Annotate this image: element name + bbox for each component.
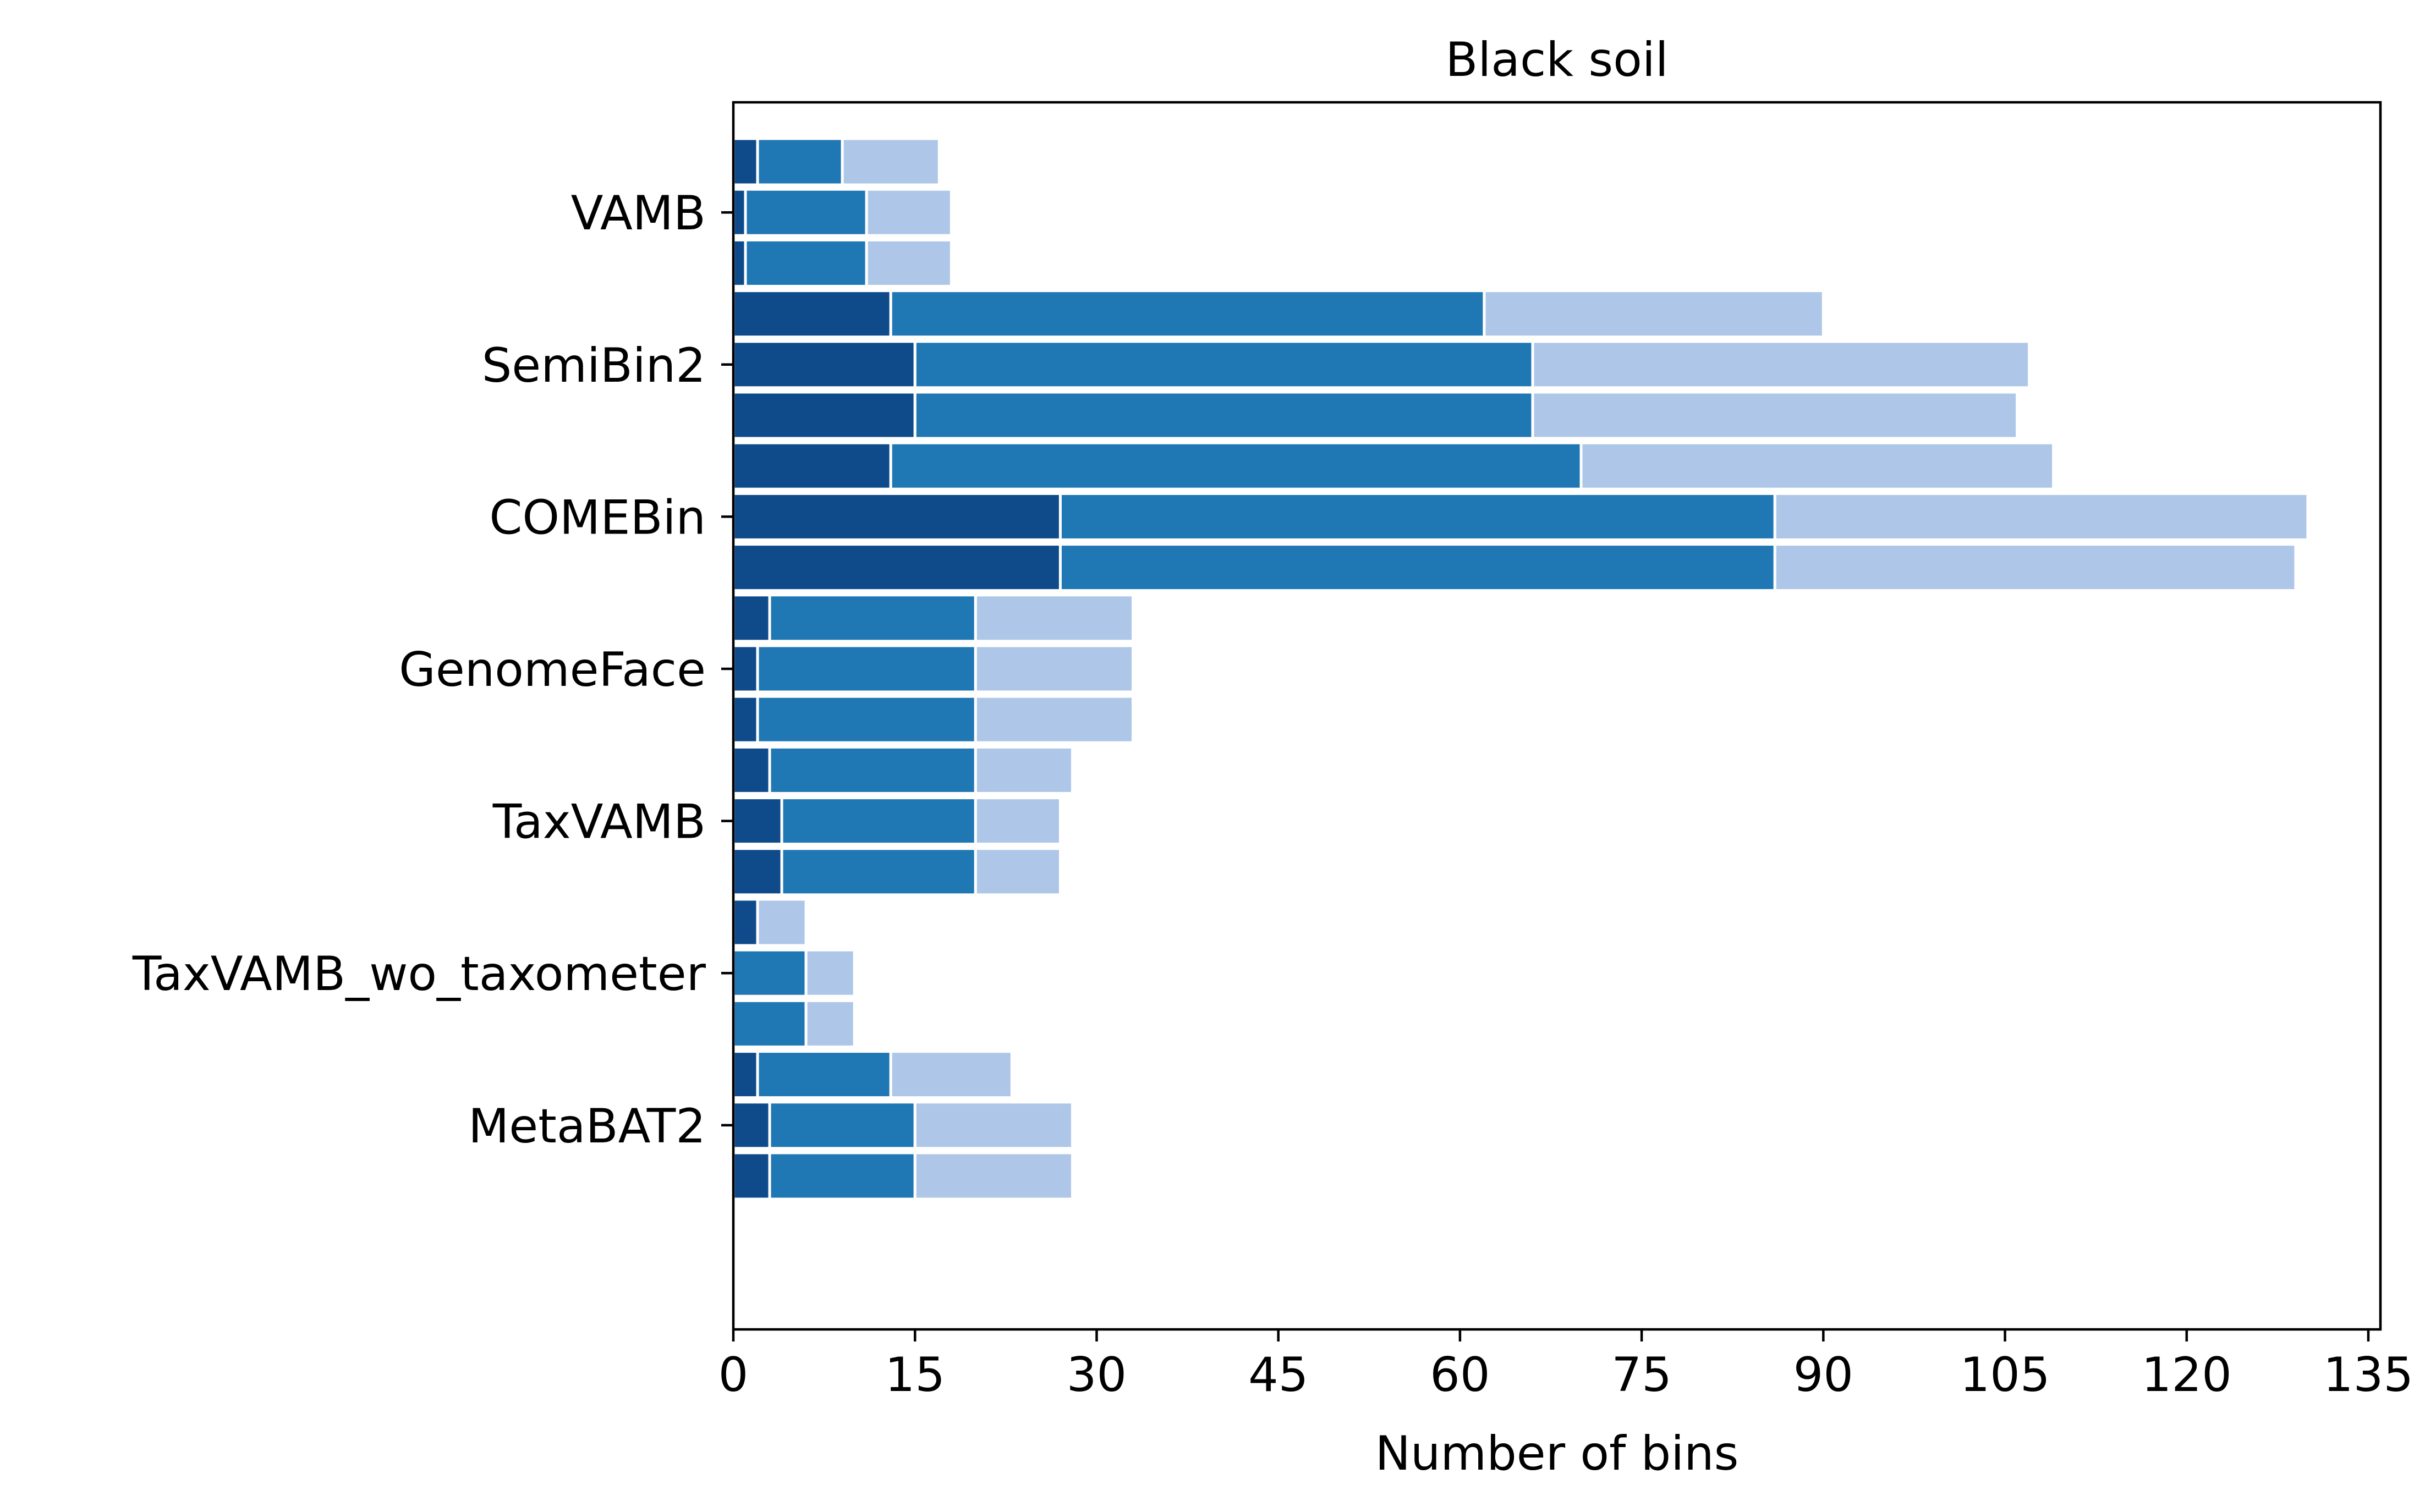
- bar-segment-genomeface-3-3: [974, 695, 1134, 744]
- bar-segment-vamb-2-3: [865, 188, 953, 237]
- x-tick-label: 30: [1067, 1348, 1127, 1403]
- bar-segment-comebin-2-2: [1058, 492, 1776, 541]
- bar-segment-vamb-1-1: [732, 137, 759, 186]
- bar-segment-semibin2-1-1: [732, 289, 892, 339]
- bar-segment-taxvamb-3-3: [974, 847, 1062, 897]
- bar-segment-comebin-3-1: [732, 543, 1062, 592]
- bar-segment-vamb-2-1: [732, 188, 747, 237]
- bar-segment-comebin-3-2: [1058, 543, 1776, 592]
- x-tick-label: 0: [718, 1348, 749, 1403]
- bar-segment-semibin2-2-2: [913, 340, 1534, 389]
- category-label: MetaBAT2: [468, 1099, 706, 1154]
- bar-segment-semibin2-2-1: [732, 340, 917, 389]
- bar-segment-taxvamb-3-1: [732, 847, 783, 897]
- x-tick-label: 75: [1611, 1348, 1671, 1403]
- bar-segment-metabat2-2-2: [768, 1101, 917, 1150]
- category-label: TaxVAMB_wo_taxometer: [132, 947, 706, 1002]
- bar-segment-genomeface-3-1: [732, 695, 759, 744]
- bar-segment-metabat2-3-2: [768, 1151, 917, 1201]
- plot-frame: [732, 101, 2382, 1331]
- bar-segment-vamb-1-2: [756, 137, 844, 186]
- x-axis-ticks: 0 15 30 45 60 75 90 105 120 135: [718, 1329, 2413, 1403]
- x-tick-label: 105: [1960, 1348, 2050, 1403]
- bar-segment-metabat2-1-1: [732, 1050, 759, 1099]
- bar-segment-taxvamb-1-2: [768, 745, 977, 795]
- bar-segment-taxvamb-2-1: [732, 796, 783, 846]
- bar-segment-taxvamb_wo_taxometer-2-3: [804, 948, 856, 998]
- bar-segment-taxvamb_wo_taxometer-1-1: [732, 898, 759, 947]
- x-tick-label: 135: [2323, 1348, 2413, 1403]
- bar-segment-genomeface-1-2: [768, 593, 977, 643]
- chart-title: Black soil: [1445, 32, 1668, 87]
- bar-segment-semibin2-3-1: [732, 391, 917, 440]
- bar-segment-vamb-3-2: [744, 238, 868, 288]
- bar-segment-genomeface-2-2: [756, 644, 977, 694]
- bar-segment-vamb-1-3: [841, 137, 941, 186]
- x-tick-label: 120: [2142, 1348, 2232, 1403]
- bar-segment-genomeface-2-1: [732, 644, 759, 694]
- bar-segment-vamb-3-3: [865, 238, 953, 288]
- category-label: GenomeFace: [399, 642, 706, 697]
- bar-segment-comebin-2-1: [732, 492, 1062, 541]
- bar-segment-taxvamb_wo_taxometer-2-2: [732, 948, 808, 998]
- bar-segment-taxvamb_wo_taxometer-1-3: [756, 898, 808, 947]
- bar-segment-comebin-1-3: [1579, 441, 2055, 491]
- bar-segment-comebin-1-1: [732, 441, 892, 491]
- bar-segment-genomeface-3-2: [756, 695, 977, 744]
- bar-segment-semibin2-1-3: [1483, 289, 1825, 339]
- bar-segment-vamb-2-2: [744, 188, 868, 237]
- bar-segment-metabat2-3-1: [732, 1151, 771, 1201]
- category-label: COMEBin: [489, 490, 706, 545]
- bar-segment-comebin-3-3: [1773, 543, 2297, 592]
- category-label: VAMB: [571, 186, 706, 241]
- y-axis-categories: VAMB SemiBin2 COMEBin GenomeFace TaxVAMB TaxV…: [132, 186, 733, 1154]
- x-tick-label: 90: [1793, 1348, 1853, 1403]
- bar-segment-vamb-3-1: [732, 238, 747, 288]
- bar-segment-semibin2-3-2: [913, 391, 1534, 440]
- bars-layer: [732, 137, 2309, 1201]
- bar-segment-comebin-1-2: [889, 441, 1583, 491]
- bar-segment-taxvamb-2-2: [780, 796, 977, 846]
- bar-segment-comebin-2-3: [1773, 492, 2309, 541]
- bar-segment-taxvamb_wo_taxometer-3-2: [732, 999, 808, 1048]
- bar-segment-taxvamb-2-3: [974, 796, 1062, 846]
- bar-segment-metabat2-2-1: [732, 1101, 771, 1150]
- bar-segment-genomeface-1-1: [732, 593, 771, 643]
- bar-segment-genomeface-1-3: [974, 593, 1134, 643]
- bar-segment-metabat2-1-2: [756, 1050, 892, 1099]
- bar-segment-metabat2-2-3: [913, 1101, 1074, 1150]
- x-axis-label: Number of bins: [1375, 1426, 1739, 1481]
- bar-segment-genomeface-2-3: [974, 644, 1134, 694]
- bar-segment-taxvamb-3-2: [780, 847, 977, 897]
- bar-segment-metabat2-3-3: [913, 1151, 1074, 1201]
- category-label: SemiBin2: [482, 338, 706, 393]
- bar-segment-semibin2-1-2: [889, 289, 1486, 339]
- bar-segment-semibin2-2-3: [1531, 340, 2031, 389]
- bar-segment-semibin2-3-3: [1531, 391, 2019, 440]
- bar-segment-taxvamb-1-3: [974, 745, 1074, 795]
- bar-segment-taxvamb_wo_taxometer-3-3: [804, 999, 856, 1048]
- x-tick-label: 60: [1430, 1348, 1490, 1403]
- bar-segment-metabat2-1-3: [889, 1050, 1013, 1099]
- category-label: TaxVAMB: [492, 795, 706, 850]
- x-tick-label: 45: [1248, 1348, 1308, 1403]
- x-tick-label: 15: [885, 1348, 945, 1403]
- bar-segment-taxvamb-1-1: [732, 745, 771, 795]
